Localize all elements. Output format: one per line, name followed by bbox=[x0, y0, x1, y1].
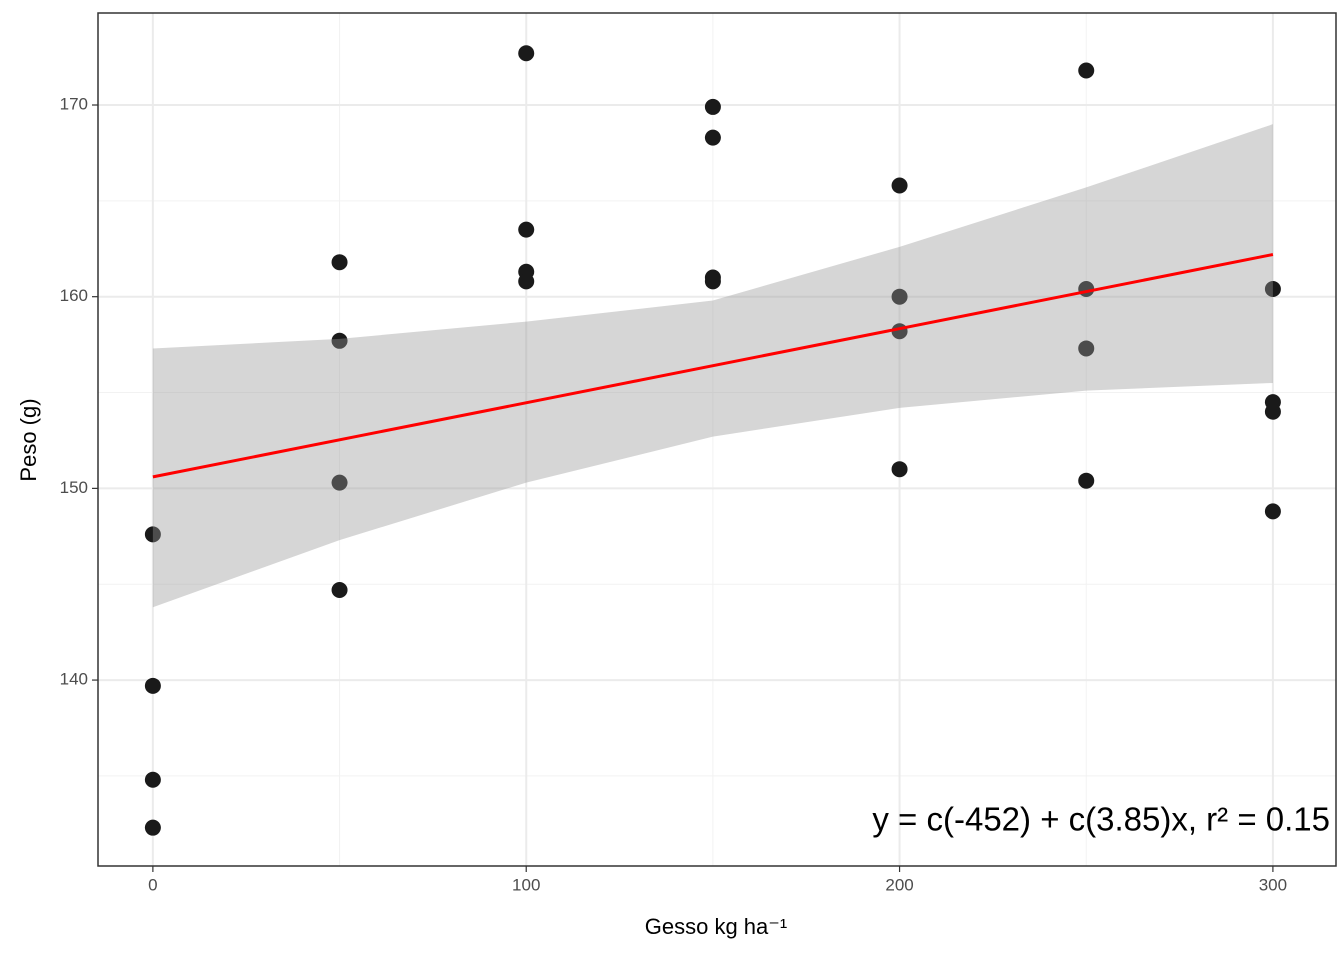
annotation: y = c(-452) + c(3.85)x, r² = 0.15 bbox=[872, 801, 1330, 838]
point bbox=[518, 273, 535, 290]
point bbox=[331, 474, 348, 491]
x-axis-title: Gesso kg ha⁻¹ bbox=[645, 914, 787, 939]
point bbox=[704, 129, 721, 146]
point bbox=[331, 332, 348, 349]
fit-line bbox=[152, 253, 1274, 479]
y-tick-label: 150 bbox=[60, 478, 88, 497]
point bbox=[1264, 403, 1281, 420]
point bbox=[704, 273, 721, 290]
x-tick-label: 300 bbox=[1259, 875, 1287, 894]
point bbox=[704, 98, 721, 115]
point bbox=[891, 288, 908, 305]
y-tick-label: 140 bbox=[60, 670, 88, 689]
y-tick-label: 170 bbox=[60, 94, 88, 113]
point bbox=[518, 45, 535, 62]
point bbox=[518, 221, 535, 238]
y-axis-title: Peso (g) bbox=[16, 398, 41, 481]
point bbox=[891, 177, 908, 194]
point bbox=[1264, 281, 1281, 298]
point bbox=[331, 581, 348, 598]
point bbox=[331, 254, 348, 271]
x-tick-label: 0 bbox=[148, 875, 157, 894]
x-tick-label: 200 bbox=[885, 875, 913, 894]
point bbox=[144, 677, 161, 694]
point bbox=[1078, 62, 1095, 79]
panel-border bbox=[97, 12, 1337, 867]
point bbox=[144, 526, 161, 543]
y-tick-label: 160 bbox=[60, 286, 88, 305]
x-tick-label: 100 bbox=[512, 875, 540, 894]
point bbox=[1264, 503, 1281, 520]
point bbox=[144, 771, 161, 788]
point bbox=[891, 461, 908, 478]
point bbox=[144, 819, 161, 836]
point bbox=[1078, 472, 1095, 489]
point bbox=[1078, 340, 1095, 357]
